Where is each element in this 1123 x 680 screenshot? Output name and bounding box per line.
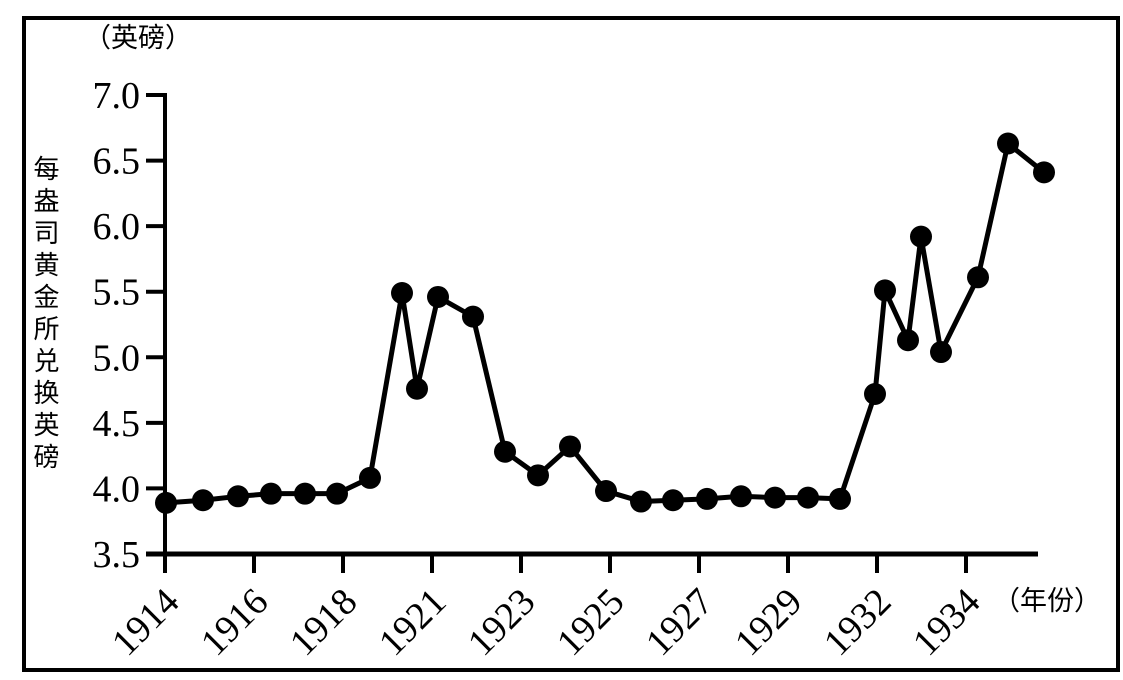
data-point-marker — [294, 482, 316, 505]
data-point-marker — [797, 486, 819, 509]
data-line — [163, 141, 1047, 506]
data-point-marker — [874, 279, 896, 302]
x-axis-unit-label: （年份） — [993, 586, 1101, 616]
data-point-marker — [527, 464, 549, 487]
y-axis-title: 每盎司黄金所兑换英磅 — [30, 155, 59, 475]
data-point-marker — [406, 377, 428, 400]
y-tick-label: 4.5 — [93, 403, 141, 445]
data-point-marker — [897, 329, 919, 352]
x-tick-label: 1925 — [549, 581, 632, 664]
data-point-marker — [427, 285, 449, 308]
y-tick-label: 6.0 — [93, 206, 141, 248]
data-point-marker — [930, 341, 952, 364]
data-point-marker — [662, 489, 684, 512]
data-point-marker — [630, 490, 652, 513]
data-point-marker — [559, 435, 581, 458]
x-tick-label: 1914 — [104, 581, 187, 664]
x-tick-label: 1927 — [638, 581, 721, 664]
data-point-marker — [1033, 161, 1055, 184]
chart-frame — [22, 16, 1120, 672]
data-point-marker — [326, 482, 348, 505]
data-point-marker — [967, 266, 989, 289]
y-tick-label: 7.0 — [93, 75, 141, 117]
data-point-marker — [764, 486, 786, 509]
data-point-marker — [494, 440, 516, 463]
data-point-marker — [155, 491, 177, 514]
y-tick-label: 5.0 — [93, 337, 141, 379]
data-point-marker — [997, 132, 1019, 155]
y-tick-label: 3.5 — [93, 534, 141, 576]
data-point-marker — [910, 225, 932, 248]
x-tick-label: 1934 — [905, 581, 988, 664]
x-tick-label: 1921 — [371, 581, 454, 664]
y-axis-unit-label: （英磅） — [84, 23, 192, 53]
data-point-marker — [391, 282, 413, 305]
data-point-marker — [696, 487, 718, 510]
data-point-marker — [462, 305, 484, 328]
data-point-marker — [829, 487, 851, 510]
y-tick-label: 5.5 — [93, 272, 141, 314]
data-point-marker — [359, 466, 381, 489]
x-tick-label: 1916 — [193, 581, 276, 664]
data-point-marker — [260, 482, 282, 505]
data-point-marker — [864, 383, 886, 406]
data-point-marker — [595, 480, 617, 503]
data-point-marker — [192, 489, 214, 512]
x-tick-label: 1918 — [282, 581, 365, 664]
x-tick-label: 1929 — [727, 581, 810, 664]
y-tick-label: 6.5 — [93, 141, 141, 183]
data-point-marker — [227, 485, 249, 508]
x-tick-label: 1932 — [816, 581, 899, 664]
data-point-marker — [730, 485, 752, 508]
y-tick-label: 4.0 — [93, 468, 141, 510]
x-tick-label: 1923 — [460, 581, 543, 664]
